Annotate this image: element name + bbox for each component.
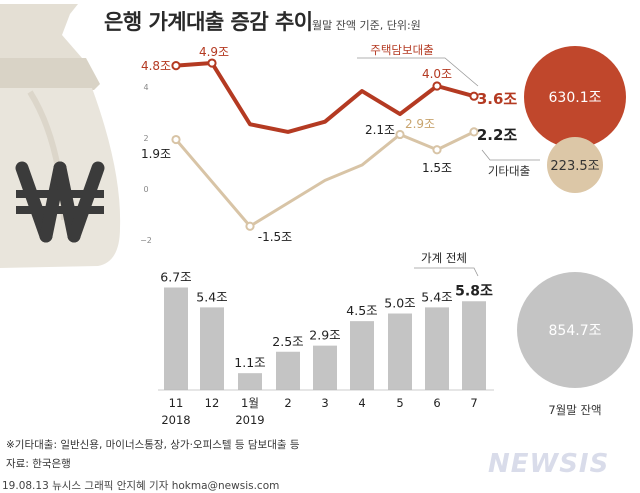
chart-title: 은행 가계대출 증감 추이 — [104, 10, 313, 34]
data-point — [432, 81, 442, 91]
bar — [462, 301, 486, 390]
bar-value-label: 6.7조 — [160, 269, 191, 284]
x-tick-label: 12 — [205, 396, 220, 410]
x-tick-label: 1월 — [241, 396, 259, 410]
other-data-label: 1.9조 — [141, 147, 171, 161]
legend-mortgage: 주택담보대출 — [370, 43, 433, 57]
legend-leader-line — [357, 57, 479, 87]
mortgage-data-label: 4.9조 — [199, 45, 229, 59]
series-line-1 — [174, 130, 475, 228]
bar-value-label: 2.5조 — [272, 334, 303, 349]
chart-subtitle: 월말 잔액 기준, 단위:원 — [312, 19, 421, 32]
mortgage-data-label: 4.8조 — [141, 59, 171, 73]
line-chart-series — [171, 58, 479, 231]
other-data-label: 2.2조 — [477, 126, 518, 144]
x-tick-label: 4 — [358, 396, 365, 410]
bar — [350, 321, 374, 390]
x-tick-label: 6 — [433, 396, 440, 410]
total-balance-label: 854.7조 — [549, 323, 602, 339]
y-tick-label: 0 — [143, 185, 148, 194]
other-data-label: 1.5조 — [422, 161, 452, 175]
bar-chart-bars — [158, 287, 494, 391]
y-tick-label: 2 — [143, 134, 148, 143]
data-point — [469, 127, 479, 137]
legend-leader-line — [481, 149, 540, 161]
bar-value-label: 5.8조 — [455, 283, 493, 299]
mortgage-balance-label: 630.1조 — [549, 90, 602, 106]
bar-value-label: 5.0조 — [384, 296, 415, 311]
bar-title-leader — [414, 267, 479, 277]
x-tick-label: 5 — [396, 396, 403, 410]
bar — [388, 313, 412, 390]
bar — [238, 373, 262, 390]
y-tick-label: 4 — [143, 83, 148, 92]
data-point — [171, 61, 181, 71]
bar — [425, 307, 449, 390]
other-balance-label: 223.5조 — [550, 159, 599, 174]
series-line-0 — [175, 61, 475, 134]
data-point — [432, 145, 442, 155]
newsis-logo: NEWSIS — [488, 449, 610, 479]
bar-series-title: 가계 전체 — [421, 251, 467, 265]
footnote: ※기타대출: 일반신용, 마이너스통장, 상가·오피스텔 등 담보대출 등 — [6, 439, 300, 451]
bar — [164, 287, 188, 390]
bar — [200, 307, 224, 390]
bar-value-label: 4.5조 — [346, 303, 377, 318]
x-tick-label: 11 — [169, 396, 184, 410]
mortgage-balance-bubble — [524, 46, 626, 148]
data-point — [171, 134, 181, 145]
credit-line: 19.08.13 뉴시스 그래픽 안지혜 기자 hokma@newsis.com — [2, 480, 280, 492]
source-note: 자료: 한국은행 — [6, 458, 71, 470]
bar-value-label: 2.9조 — [309, 328, 340, 343]
other-data-label: -1.5조 — [258, 230, 292, 244]
x-year-label: 2019 — [235, 413, 264, 427]
x-tick-label: 7 — [470, 396, 477, 410]
bar-value-label: 5.4조 — [421, 289, 452, 304]
y-tick-label: −2 — [140, 236, 152, 245]
bar — [313, 345, 337, 390]
data-point — [207, 58, 217, 68]
bar-value-label: 1.1조 — [234, 355, 265, 370]
data-point — [395, 129, 405, 140]
balance-caption: 7월말 잔액 — [548, 403, 601, 417]
annotation-label: 2.9조 — [405, 117, 435, 131]
x-year-label: 2018 — [161, 413, 190, 427]
bar — [276, 351, 300, 390]
line-chart-labels: 4.8조 4.9조 4.0조 3.6조 1.9조 -1.5조 2.1조 1.5조 2.2조 2.9… — [141, 43, 540, 244]
x-tick-label: 3 — [321, 396, 328, 410]
data-point — [245, 221, 255, 231]
bar-value-label: 5.4조 — [196, 289, 227, 304]
other-balance-bubble — [547, 137, 603, 193]
data-point — [469, 91, 479, 101]
total-balance-bubble — [517, 272, 633, 388]
mortgage-data-label: 4.0조 — [422, 67, 452, 81]
other-data-label: 2.1조 — [365, 123, 395, 137]
money-bag-won-icon — [0, 4, 121, 268]
legend-other: 기타대출 — [488, 164, 530, 178]
mortgage-data-label: 3.6조 — [477, 90, 518, 108]
bar-chart-labels: 6.7조 11 2018 5.4조 12 1.1조 1월 2019 2.5조 2 2.9조 3 4.5조… — [160, 251, 493, 427]
line-chart-axes: 4 2 0 −2 — [140, 83, 152, 245]
x-tick-label: 2 — [284, 396, 291, 410]
